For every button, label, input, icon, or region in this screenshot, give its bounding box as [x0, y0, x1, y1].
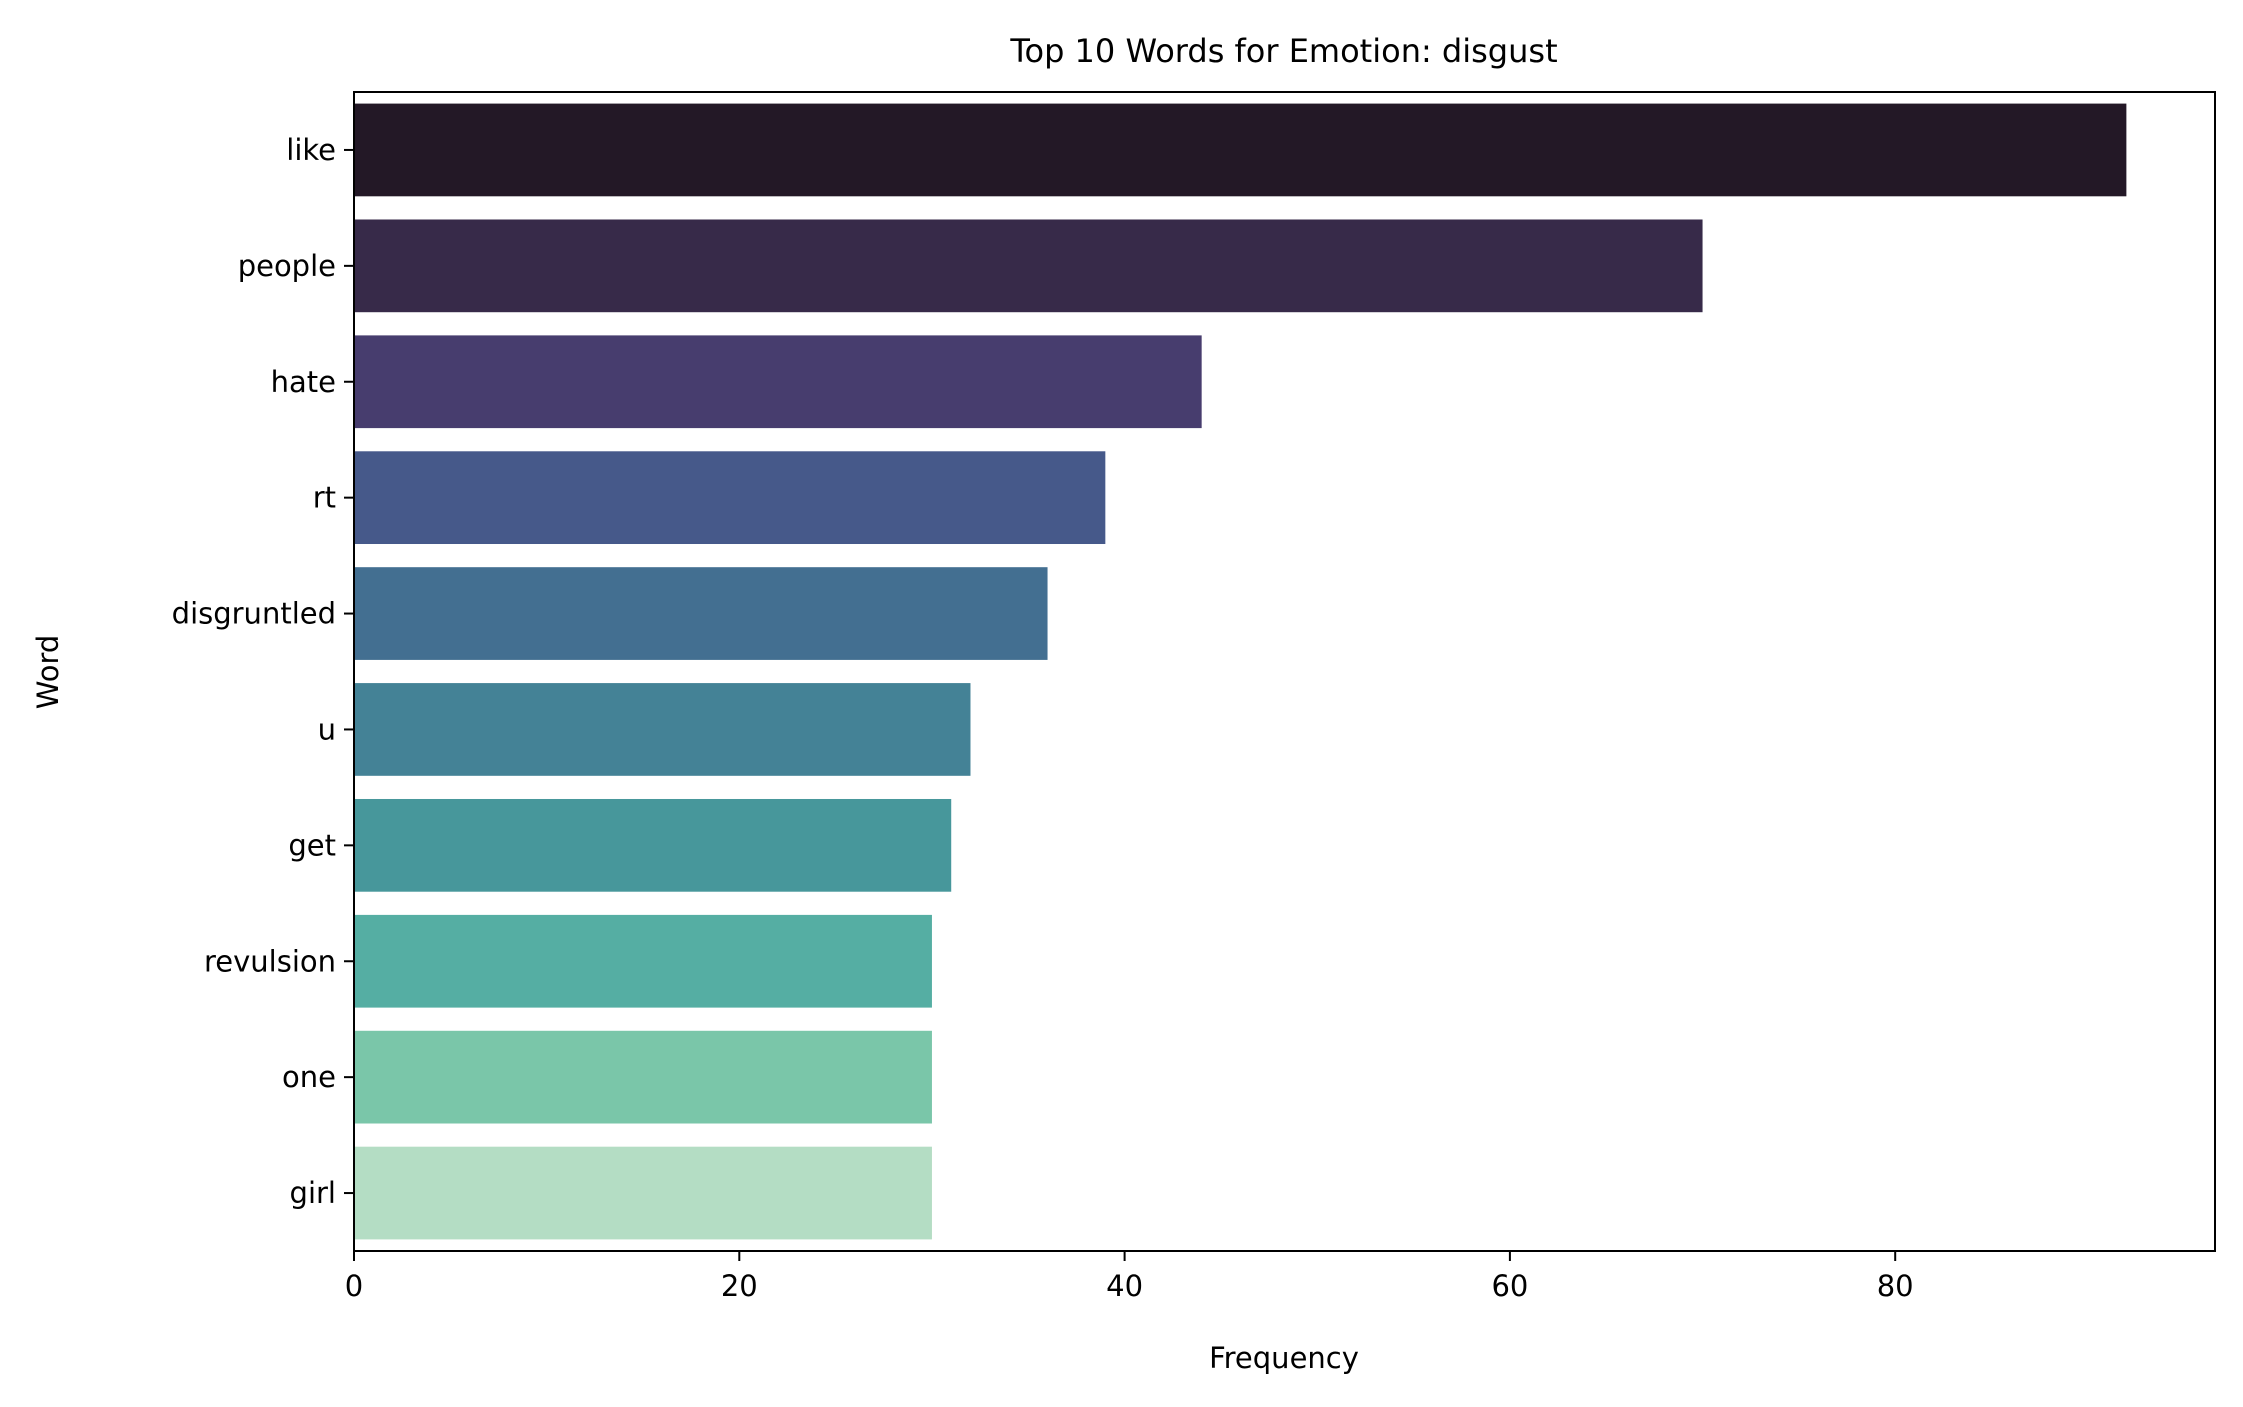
bar-revulsion	[354, 914, 932, 1008]
bar-hate	[354, 335, 1202, 429]
y-tick-label: get	[288, 828, 336, 862]
bar-disgruntled	[354, 567, 1048, 660]
y-axis-label: Word	[31, 635, 65, 710]
y-tick-label: rt	[313, 481, 336, 515]
bar-rt	[354, 451, 1106, 545]
x-tick-label: 0	[345, 1269, 363, 1303]
x-tick-label: 80	[1877, 1269, 1914, 1303]
x-axis-ticks: 0 20 40 60 80	[345, 1251, 1914, 1303]
chart-title: Top 10 Words for Emotion: disgust	[1009, 32, 1557, 70]
y-tick-label: hate	[271, 365, 336, 399]
y-tick-label: disgruntled	[172, 597, 336, 631]
bar-girl	[354, 1146, 932, 1240]
plot-frame	[353, 91, 2216, 1252]
bar-like	[354, 103, 2127, 197]
x-tick-label: 20	[721, 1269, 758, 1303]
bars-group	[354, 103, 2127, 1240]
x-tick-label: 60	[1491, 1269, 1528, 1303]
y-tick-label: people	[238, 249, 336, 283]
y-axis-ticks: like people hate rt disgruntled u get revulsion…	[172, 133, 354, 1210]
bar-people	[354, 219, 1703, 313]
x-tick-label: 40	[1106, 1269, 1143, 1303]
y-tick-label: one	[282, 1060, 336, 1094]
bar-one	[354, 1030, 932, 1124]
x-axis-label: Frequency	[1209, 1341, 1359, 1375]
y-tick-label: like	[286, 133, 336, 167]
y-tick-label: revulsion	[204, 944, 336, 978]
y-tick-label: u	[318, 712, 336, 746]
bar-get	[354, 798, 952, 892]
bar-u	[354, 683, 971, 776]
y-tick-label: girl	[290, 1176, 336, 1210]
